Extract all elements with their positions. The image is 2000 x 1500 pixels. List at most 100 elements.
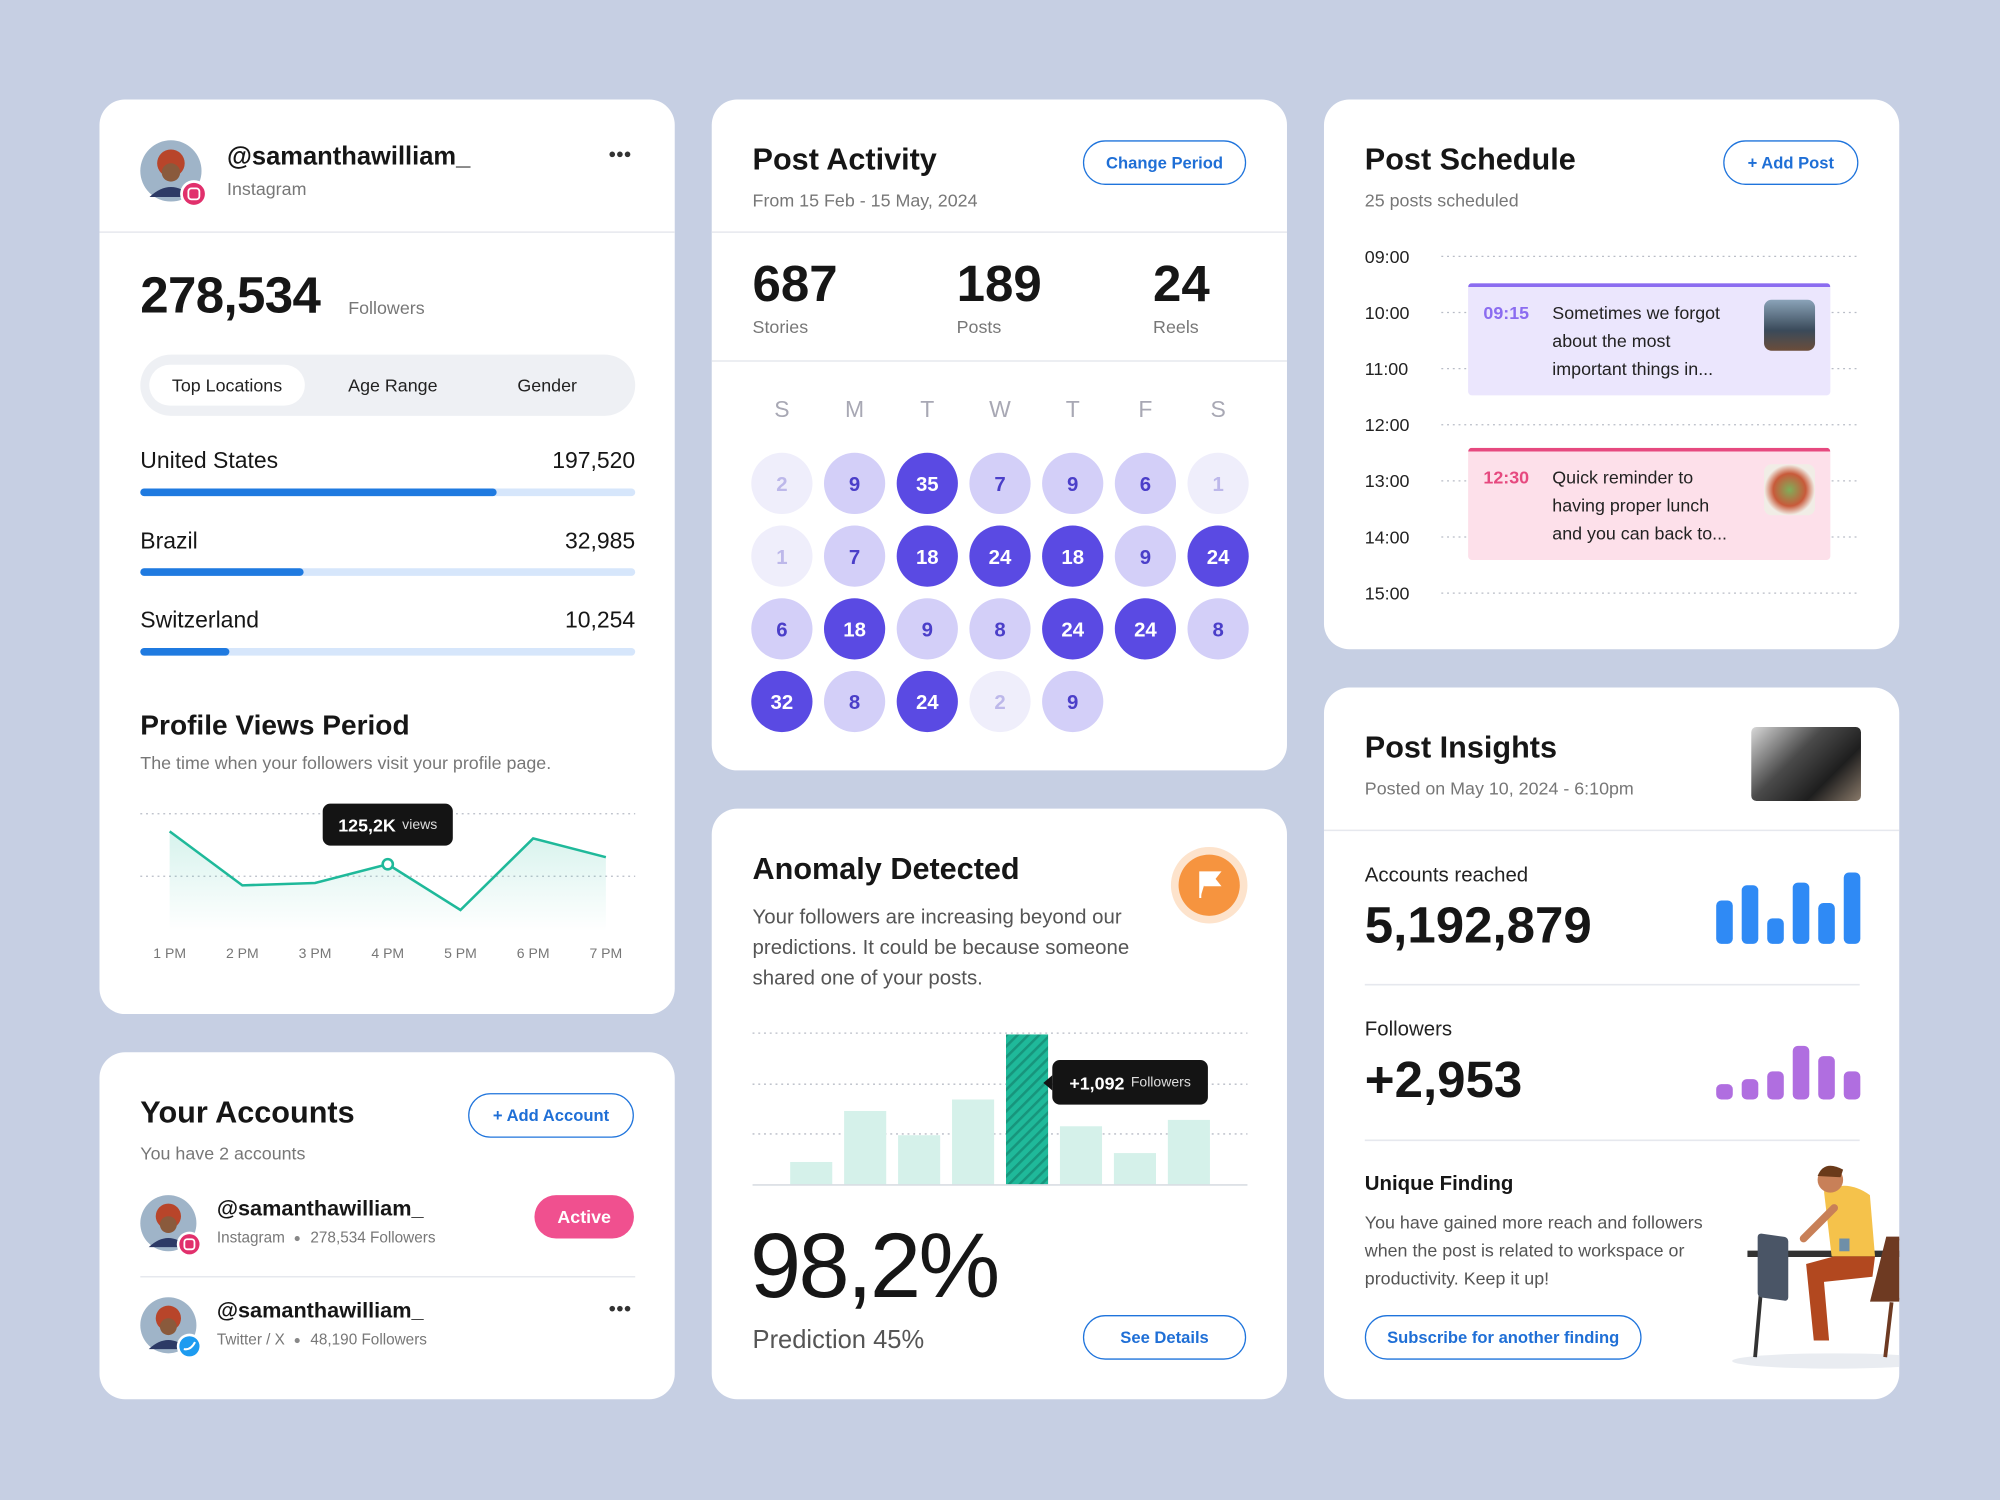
- platform: Twitter / X: [216, 1330, 285, 1349]
- day-cell: [751, 525, 813, 587]
- bar: [1113, 1153, 1156, 1185]
- status-badge[interactable]: Active: [534, 1195, 634, 1239]
- person-arm: [1799, 1204, 1839, 1243]
- weekday: W: [989, 396, 1011, 422]
- day-count: 9: [1067, 692, 1078, 714]
- location-value: 10,254: [564, 607, 636, 633]
- x-tick-label: 2 PM: [225, 946, 259, 963]
- button[interactable]: Subscribe for another finding: [1364, 1315, 1642, 1360]
- badge-icon: [183, 1238, 196, 1251]
- separator: [295, 1235, 301, 1241]
- bar: [1167, 1119, 1210, 1185]
- point: [381, 857, 395, 871]
- card-title: Post Activity: [752, 142, 937, 177]
- day-cell: [896, 525, 958, 587]
- day-cell: [1114, 525, 1177, 587]
- day-cell: [823, 598, 886, 660]
- anomaly-text: Your followers are increasing beyond our…: [752, 906, 1130, 990]
- tooltip-value: 125,2K: [338, 814, 396, 835]
- day-count: 9: [1140, 547, 1151, 569]
- accounts-card: Your Accounts You have 2 accounts + Add Ac…: [99, 1052, 675, 1400]
- profile-card: @samanthawilliam_ Instagram 278,534 Followe…: [99, 99, 675, 1015]
- day-cell: [1187, 598, 1249, 660]
- time-label: 13:00: [1364, 470, 1410, 491]
- account-meta: Instagram 278,534 Followers: [217, 1228, 436, 1246]
- bar: [790, 1161, 833, 1185]
- account-handle: @samanthawilliam_: [227, 142, 471, 171]
- time-label: 12:00: [1364, 414, 1410, 435]
- button[interactable]: See Details: [1082, 1315, 1247, 1360]
- mini-bar: [1818, 903, 1835, 944]
- mini-bar: [1767, 918, 1784, 944]
- bar: [898, 1135, 941, 1185]
- day-count: 18: [843, 619, 866, 641]
- day-cell: [896, 598, 958, 660]
- account-handle: @samanthawilliam_: [216, 1196, 424, 1221]
- day-cell: [823, 452, 886, 515]
- weekday: S: [1210, 396, 1225, 422]
- day-count: 1: [776, 547, 787, 569]
- followers: 278,534 Followers: [310, 1228, 436, 1247]
- flag-glyph: [1199, 871, 1222, 898]
- bar: [1059, 1126, 1103, 1185]
- tab[interactable]: Gender: [517, 374, 577, 395]
- stat-value: 24: [1153, 256, 1210, 313]
- event-time: 09:15: [1483, 301, 1530, 323]
- day-count: 7: [849, 547, 860, 569]
- menu-dot: [609, 151, 616, 158]
- card-graphics: S M T W T F S2 9 35 7 9 6 11 7 18 24 18 9 246 18 9 8 24 24 832 8 2…: [711, 231, 1287, 733]
- tab[interactable]: Top Locations: [171, 374, 283, 395]
- day-count: 6: [1140, 474, 1151, 496]
- weekday: T: [920, 396, 934, 422]
- active-tab[interactable]: [149, 364, 305, 406]
- prediction: Prediction 45%: [752, 1326, 925, 1355]
- tab[interactable]: Age Range: [348, 374, 438, 395]
- day-count: 24: [916, 692, 939, 714]
- card-subtitle: 25 posts scheduled: [1364, 189, 1519, 210]
- followers: 48,190 Followers: [310, 1330, 427, 1349]
- card-subtitle: From 15 Feb - 15 May, 2024: [752, 189, 978, 210]
- stat-label: Stories: [752, 315, 809, 337]
- event[interactable]: 12:30 Quick reminder to having proper lun…: [1468, 447, 1831, 560]
- menu-dot: [617, 151, 623, 158]
- post-thumbnail: [1751, 727, 1861, 802]
- day-count: 7: [994, 474, 1005, 496]
- section-title: Profile Views Period: [140, 708, 410, 741]
- tooltip-pointer: [1043, 1075, 1053, 1091]
- button[interactable]: + Add Post: [1723, 140, 1859, 185]
- day-count: 6: [776, 619, 787, 641]
- mini-bar: [1767, 1071, 1784, 1100]
- metric-value: 5,192,879: [1364, 897, 1592, 955]
- finding-text: You have gained more reach and followers…: [1364, 1211, 1703, 1289]
- event[interactable]: 09:15 Sometimes we forgot about the most …: [1468, 283, 1831, 396]
- x-tick-label: 6 PM: [516, 946, 550, 963]
- button[interactable]: Change Period: [1082, 140, 1247, 185]
- section-subtitle: The time when your followers visit your …: [140, 752, 552, 773]
- chair: [1869, 1236, 1900, 1358]
- metric-label: Accounts reached: [1364, 865, 1529, 887]
- day-cell: [969, 452, 1031, 515]
- event-text: Quick reminder to having proper lunch an…: [1552, 466, 1728, 544]
- tooltip-value: +1,092: [1069, 1072, 1125, 1093]
- activity-card: S M T W T F S 2 9 35 7 9 6 1 1 7 18 24 18 9 24 6 18 9 8 24 24 8 32 8 2…: [711, 99, 1287, 771]
- tooltip-unit: views: [402, 816, 438, 833]
- day-count: 8: [994, 619, 1005, 641]
- mini-bar: [1792, 882, 1810, 944]
- floor-shadow: [1732, 1353, 1900, 1369]
- progress-bar: [140, 647, 230, 656]
- day-count: 2: [994, 692, 1005, 714]
- button[interactable]: + Add Account: [468, 1093, 634, 1138]
- card-graphics: [99, 140, 675, 932]
- metric-label: Followers: [1364, 1019, 1453, 1042]
- day-cell: [896, 670, 958, 733]
- platform-badge: [179, 1336, 200, 1357]
- mini-bar: [1843, 1071, 1861, 1100]
- day-count: 8: [1212, 619, 1223, 641]
- location-name: Switzerland: [140, 607, 259, 633]
- mini-bar: [1818, 1056, 1835, 1100]
- badge-icon: [183, 1341, 196, 1351]
- area: [169, 831, 606, 932]
- day-cell: [1187, 525, 1249, 587]
- day-cell: [823, 670, 886, 733]
